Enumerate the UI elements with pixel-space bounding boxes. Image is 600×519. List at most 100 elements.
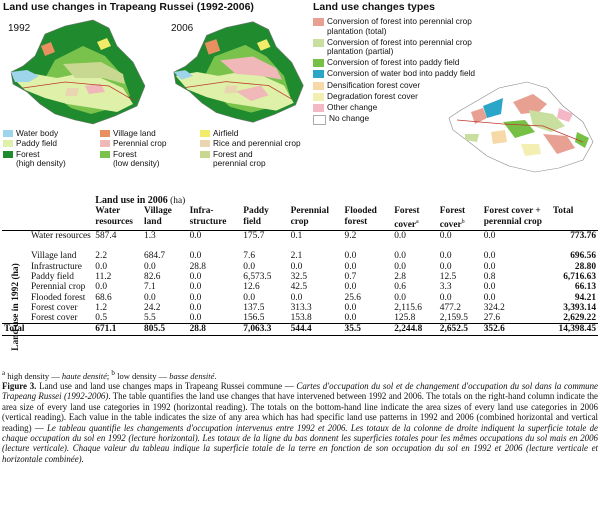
table-cell: 0.6 [394, 282, 406, 293]
table-cell: 42.5 [290, 282, 307, 293]
table-total-row: Total 671.1 805.5 28.8 7,063.3 544.4 35.5 2,244… [2, 323, 598, 336]
table-footnote: a high density — haute densité; b low de… [2, 369, 217, 381]
land-use-change-map [448, 81, 594, 173]
legend-swatch [313, 114, 326, 125]
change-legend-item: No change [313, 112, 483, 125]
table-row: Flooded forest 68.6 0.0 0.0 0.0 0.0 25.6 0.0 0.0… [2, 293, 598, 303]
table-cell: 0.0 [243, 292, 255, 303]
table-cell: 477.2 [439, 302, 461, 313]
table-cell: 25.6 [344, 292, 361, 303]
legend-label: Forest (high density) [16, 148, 66, 168]
row-label: Infrastructure [30, 261, 82, 272]
legend-item: Forest and perennial crop [200, 149, 301, 169]
table-column-header: Infra-structure [189, 206, 227, 227]
table-cell: 0.0 [189, 292, 202, 303]
legend-swatch [313, 81, 324, 90]
table-cell: 27.6 [483, 313, 501, 324]
table-cell: 0.0 [95, 261, 107, 272]
legend-label: Degradation forest cover [327, 90, 418, 101]
table-cell: 68.6 [95, 292, 112, 303]
legend-label: Conversion of water bod into paddy field [327, 68, 476, 79]
table-cell: 0.0 [344, 251, 357, 262]
table-cell: 0.0 [189, 271, 202, 282]
table-column-header: Forest coverb [439, 206, 466, 230]
legend-item: Village land [100, 128, 167, 138]
table-cell: 0.7 [344, 271, 357, 282]
legend-item: Perennial crop [100, 138, 167, 149]
total-cell: 671.1 [95, 324, 117, 335]
table-row: Infrastructure 0.0 0.0 28.8 0.0 0.0 0.0 0.0 0.0 0… [2, 262, 598, 272]
table-cell: 6,716.63 [563, 271, 596, 282]
table-cell: 0.0 [189, 282, 202, 293]
table-row: Water resources 587.4 1.3 0.0 175.7 0.1 9.2 0.0… [2, 231, 598, 252]
table-row: Paddy field 11.2 82.6 0.0 6,573.5 32.5 0.7 2.8 1… [2, 272, 598, 282]
table-cell: 773.76 [570, 231, 596, 242]
right-map-title: Land use changes types [313, 1, 435, 13]
legend-item: Airfield [200, 128, 301, 138]
table-cell: 0.0 [189, 231, 202, 242]
table-2006-title: Land use in 2006 [95, 195, 168, 206]
table-column-header: Forest covera [394, 206, 420, 230]
legend-item: Forest (low density) [100, 148, 167, 169]
change-legend-item: Other change [313, 102, 483, 113]
table-cell: 2,115.6 [394, 302, 422, 313]
legend-swatch [313, 103, 324, 112]
table-cell: 0.0 [483, 251, 496, 262]
table-2006-unit: (ha) [170, 196, 186, 206]
row-label: Flooded forest [30, 292, 86, 303]
table-cell: 0.0 [394, 231, 406, 242]
legend-label: Conversion of forest into paddy field [327, 57, 460, 68]
table-cell: 28.80 [574, 261, 596, 272]
table-column-header: Perennial crop [290, 206, 329, 227]
table-cell: 0.0 [144, 261, 156, 272]
row-label: Paddy field [30, 271, 74, 282]
change-legend-item: Conversion of water bod into paddy field [313, 69, 483, 79]
table-column-header: Flooded forest [344, 206, 377, 227]
change-legend-item: Densification forest cover [313, 79, 483, 91]
total-cell: 35.5 [344, 324, 361, 335]
table-cell: 0.0 [189, 302, 202, 313]
table-cell: 0.0 [95, 282, 107, 293]
land-use-map-2006 [173, 21, 304, 123]
table-cell: 0.0 [394, 261, 406, 272]
table-cell: 0.1 [290, 231, 303, 242]
row-label: Village land [30, 251, 77, 262]
legend-swatch [3, 130, 13, 137]
legend-label: Densification forest cover [327, 79, 421, 90]
table-cell: 0.5 [95, 313, 107, 324]
table-cell: 0.0 [439, 292, 452, 303]
table-cell: 0.0 [344, 302, 357, 313]
table-cell: 94.21 [574, 292, 596, 303]
legend-swatch [3, 140, 13, 148]
change-legend-item: Degradation forest cover [313, 90, 483, 102]
change-types-legend: Conversion of forest into perennial crop… [313, 16, 483, 126]
table-cell: 1.2 [95, 302, 107, 313]
table-column-header: Total [552, 206, 574, 217]
table-cell: 9.2 [344, 231, 357, 242]
table-cell: 0.0 [483, 261, 496, 272]
total-cell: 2,244.8 [394, 324, 423, 335]
total-cell: 544.4 [290, 324, 312, 335]
table-row: Forest cover 0.5 5.5 0.0 156.5 153.8 0.0 125.8 2… [2, 313, 598, 324]
table-cell: 0.0 [344, 313, 357, 324]
table-cell: 0.0 [439, 231, 452, 242]
legend-label: Perennial crop [113, 138, 167, 149]
row-label: Forest cover [30, 313, 78, 324]
land-use-map-1992 [10, 19, 146, 125]
year-1992-label: 1992 [8, 23, 31, 34]
figure-caption: Figure 3. Land use and land use changes … [2, 381, 598, 464]
table-cell: 12.5 [439, 271, 457, 282]
table-column-header: Water resources [95, 206, 133, 227]
table-cell: 0.0 [344, 261, 357, 272]
year-2006-label: 2006 [171, 23, 194, 34]
table-cell: 32.5 [290, 271, 307, 282]
table-cell: 125.8 [394, 313, 416, 324]
total-cell: 2,652.5 [439, 324, 468, 335]
legend-label: No change [329, 112, 370, 123]
table-cell: 696.56 [570, 251, 596, 262]
table-cell: 137.5 [243, 302, 265, 313]
legend-swatch [100, 140, 110, 148]
table-cell: 0.8 [483, 271, 496, 282]
legend-label: Forest (low density) [113, 148, 160, 168]
legend-label: Conversion of forest into perennial crop… [327, 36, 472, 57]
